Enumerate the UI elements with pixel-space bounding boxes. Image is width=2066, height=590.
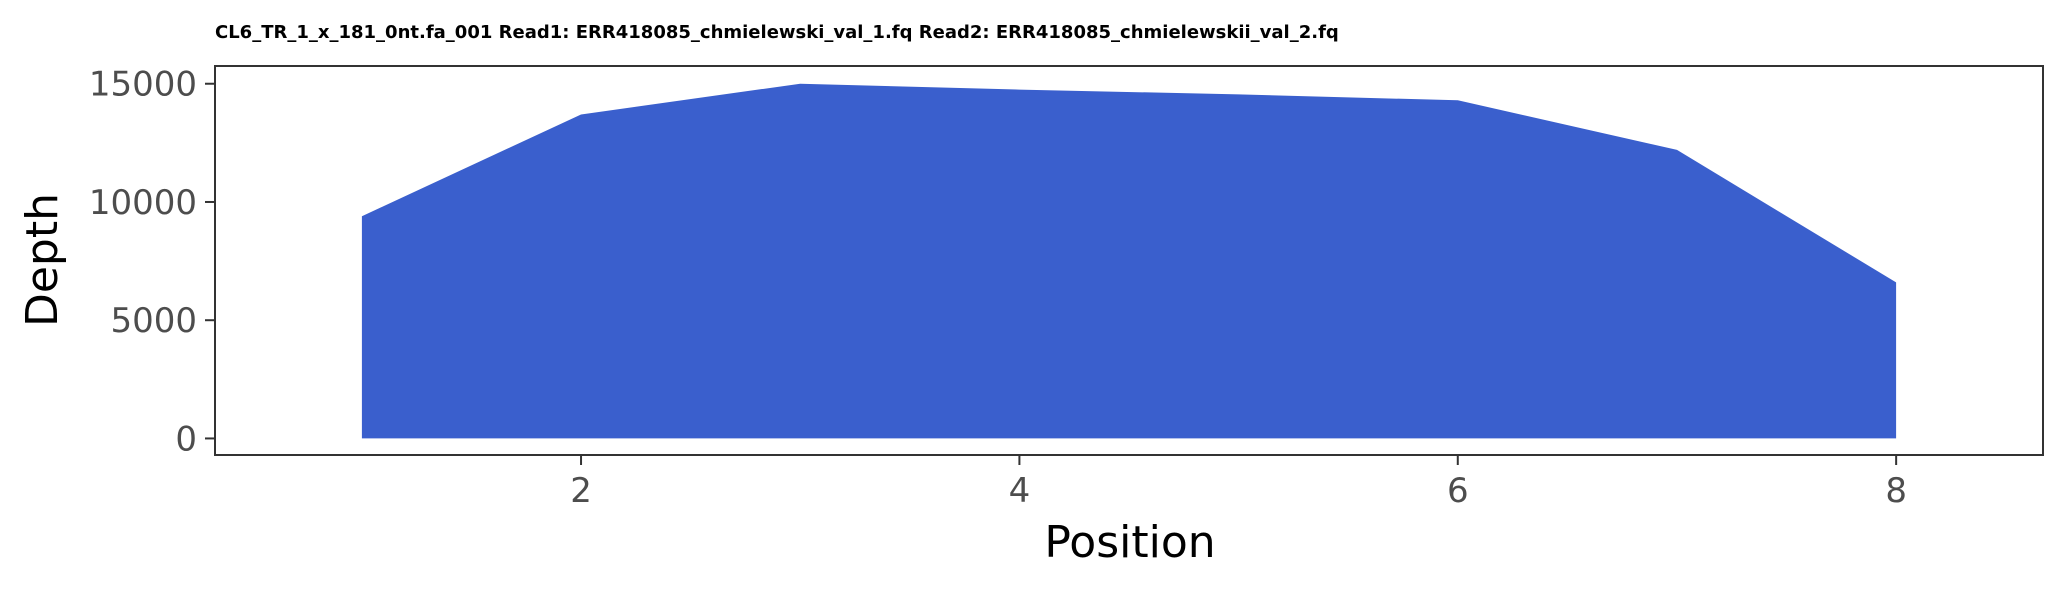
y-tick-label-0: 0 (175, 419, 197, 459)
y-tick-label-15000: 15000 (89, 65, 197, 105)
chart-title: CL6_TR_1_x_181_0nt.fa_001 Read1: ERR4180… (215, 22, 1339, 43)
depth-area-series-1 (361, 83, 1897, 439)
x-tick-label-4: 4 (1009, 471, 1031, 511)
y-axis-title: Depth (17, 193, 68, 327)
y-tick-label-5000: 5000 (110, 301, 197, 341)
y-tick-label-10000: 10000 (89, 183, 197, 223)
x-tick-label-6: 6 (1447, 471, 1469, 511)
x-tick-label-2: 2 (570, 471, 592, 511)
plot-frame (214, 65, 2044, 456)
plot-area: 0 5000 10000 15000 2 4 6 8 (89, 65, 2044, 511)
x-tick-label-8: 8 (1885, 471, 1907, 511)
x-axis-title: Position (1044, 517, 1215, 568)
